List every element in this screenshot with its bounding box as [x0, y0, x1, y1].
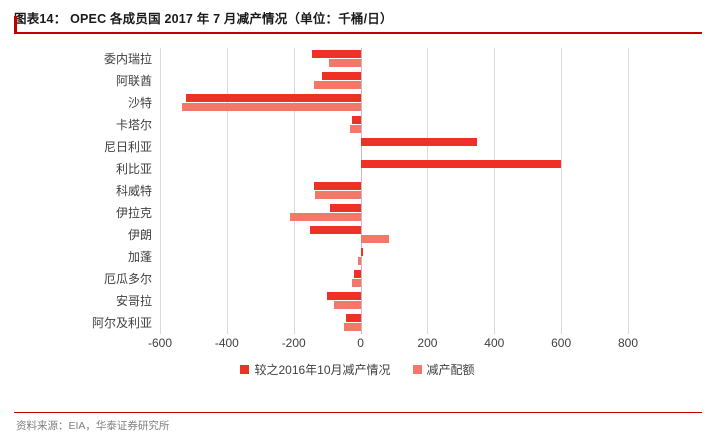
bar-secondary[interactable] — [290, 213, 361, 221]
y-axis-label: 沙特 — [127, 96, 152, 110]
y-axis-label: 尼日利亚 — [103, 140, 152, 154]
legend-item[interactable]: 较之2016年10月减产情况 — [240, 361, 391, 378]
figure-header: 图表14： OPEC 各成员国 2017 年 7 月减产情况（单位：千桶/日） — [14, 10, 702, 36]
bar-primary[interactable] — [351, 116, 361, 124]
x-tick-label: -400 — [214, 336, 239, 350]
chart-container: 委内瑞拉阿联酋沙特卡塔尔尼日利亚利比亚科威特伊拉克伊朗加蓬厄瓜多尔安哥拉阿尔及利… — [0, 36, 715, 396]
bar-primary[interactable] — [312, 50, 361, 58]
gridline--400 — [226, 48, 228, 334]
gridline-600 — [561, 48, 563, 334]
bar-secondary[interactable] — [351, 279, 361, 287]
bar-secondary[interactable] — [313, 81, 361, 89]
bar-primary[interactable] — [345, 314, 361, 322]
gridline-800 — [628, 48, 629, 334]
bar-primary[interactable] — [313, 182, 361, 190]
chart-row — [160, 92, 628, 114]
chart-row — [160, 290, 628, 312]
x-axis-tick-labels: -600 -400 -200 0 200 400 600 800 — [148, 336, 638, 354]
bar-secondary[interactable] — [357, 257, 361, 265]
chart-row — [160, 136, 628, 158]
y-axis-label: 加蓬 — [127, 250, 152, 264]
x-tick-label: 0 — [357, 336, 364, 350]
chart-row — [160, 158, 628, 180]
title-divider — [14, 32, 702, 34]
bar-secondary[interactable] — [349, 125, 361, 133]
chart-row — [160, 202, 628, 224]
bar-secondary[interactable] — [360, 235, 389, 243]
legend-swatch-icon — [412, 365, 422, 374]
gridline--200 — [293, 48, 295, 334]
bar-secondary[interactable] — [328, 59, 361, 67]
x-tick-label: 800 — [617, 336, 639, 350]
bar-primary[interactable] — [185, 94, 361, 102]
chart-row — [160, 224, 628, 246]
bar-secondary[interactable] — [315, 191, 361, 199]
x-tick-label: 200 — [417, 336, 438, 350]
bar-primary[interactable] — [360, 138, 477, 146]
chart-legend: 较之2016年10月减产情况 减产配额 — [0, 361, 715, 378]
bar-primary[interactable] — [322, 72, 361, 80]
bar-primary[interactable] — [330, 204, 361, 212]
bar-primary[interactable] — [309, 226, 361, 234]
footer-divider — [14, 412, 702, 413]
gridline-400 — [494, 48, 496, 334]
y-axis-label: 阿联酋 — [115, 74, 152, 88]
legend-item[interactable]: 减产配额 — [412, 361, 475, 378]
plot-area — [160, 48, 629, 334]
legend-label: 较之2016年10月减产情况 — [254, 363, 391, 377]
chart-row — [160, 48, 628, 70]
page-title: 图表14： OPEC 各成员国 2017 年 7 月减产情况（单位：千桶/日） — [14, 12, 393, 26]
gridline--600 — [160, 48, 161, 334]
x-tick-label: -200 — [281, 336, 306, 350]
y-axis-label: 伊拉克 — [115, 206, 152, 220]
y-axis-label: 科威特 — [115, 184, 152, 198]
gridline-0 — [360, 48, 362, 334]
bar-rows — [160, 48, 628, 334]
chart-row — [160, 268, 628, 290]
bar-secondary[interactable] — [333, 301, 361, 309]
x-tick-label: 400 — [484, 336, 505, 350]
chart-row — [160, 114, 628, 136]
bar-primary[interactable] — [360, 248, 363, 256]
gridline-200 — [427, 48, 429, 334]
header-accent-bar — [14, 16, 17, 32]
bar-secondary[interactable] — [343, 323, 361, 331]
chart-row — [160, 70, 628, 92]
y-axis-label: 委内瑞拉 — [103, 52, 152, 66]
y-axis-label: 伊朗 — [127, 228, 152, 242]
bar-primary[interactable] — [360, 160, 562, 168]
source-note: 资料来源：EIA，华泰证券研究所 — [16, 420, 170, 432]
bar-primary[interactable] — [327, 292, 361, 300]
y-axis-label: 卡塔尔 — [115, 118, 152, 132]
bar-secondary[interactable] — [181, 103, 361, 111]
y-axis-label: 厄瓜多尔 — [103, 272, 152, 286]
y-axis-label: 阿尔及利亚 — [91, 316, 152, 330]
x-tick-label: -600 — [147, 336, 173, 350]
legend-label: 减产配额 — [426, 363, 475, 377]
chart-row — [160, 246, 628, 268]
y-axis-category-labels: 委内瑞拉阿联酋沙特卡塔尔尼日利亚利比亚科威特伊拉克伊朗加蓬厄瓜多尔安哥拉阿尔及利… — [40, 48, 152, 334]
chart-row — [160, 312, 628, 334]
y-axis-label: 利比亚 — [115, 162, 152, 176]
bar-primary[interactable] — [353, 270, 361, 278]
y-axis-label: 安哥拉 — [115, 294, 152, 308]
x-tick-label: 600 — [551, 336, 572, 350]
chart-row — [160, 180, 628, 202]
legend-swatch-icon — [240, 365, 250, 374]
